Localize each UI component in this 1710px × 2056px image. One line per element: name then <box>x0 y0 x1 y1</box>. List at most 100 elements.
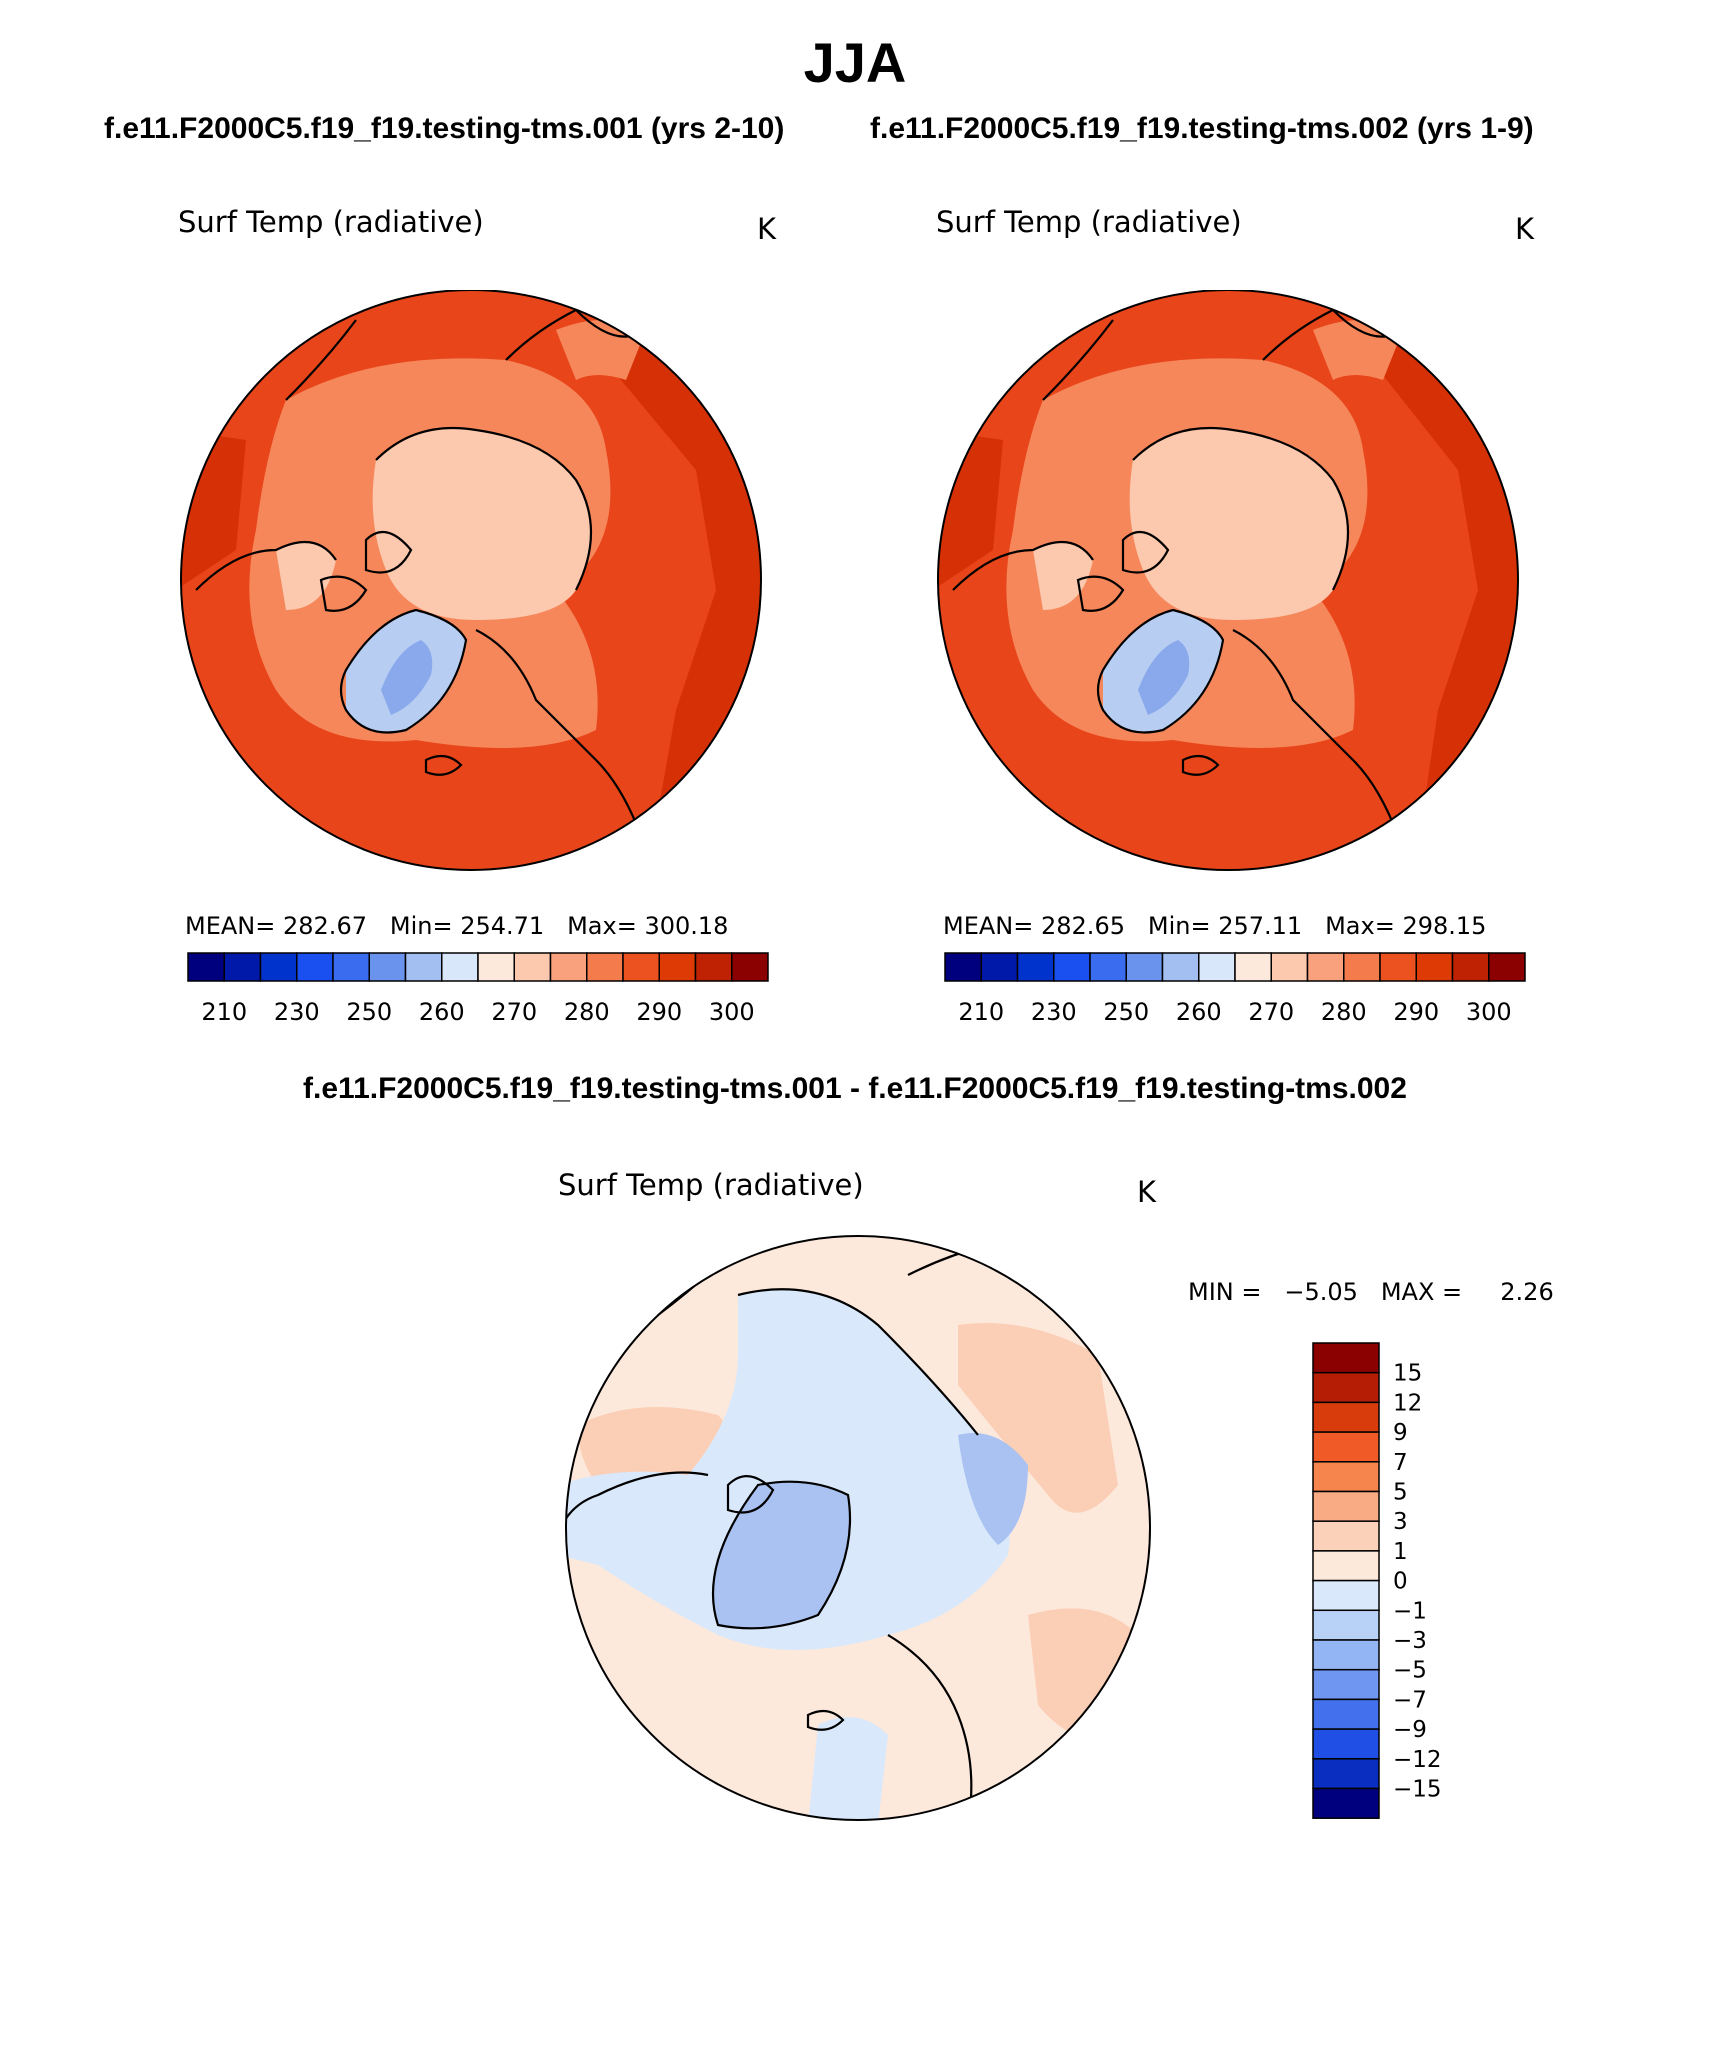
colorbar-tick-label: 250 <box>346 998 392 1026</box>
colorbar-tick-label: 12 <box>1393 1390 1422 1416</box>
colorbar-box <box>1312 1401 1380 1433</box>
colorbar-box <box>1161 952 1200 982</box>
colorbar-box <box>1312 1490 1380 1522</box>
colorbar-labels: 15 12 9 7 5 3 1 0 −1 −3 −5 −7 −9 −12 −15 <box>1393 1361 1442 1803</box>
colorbar-tick-label: 3 <box>1393 1509 1408 1535</box>
units-label-diff: K <box>1137 1175 1157 1209</box>
warm-anomaly-ne <box>958 1323 1118 1513</box>
units-label-left: K <box>757 212 777 246</box>
colorbar-box <box>944 952 982 982</box>
colorbar-tick-label: 270 <box>1248 998 1294 1026</box>
colorbar-tick-label: 5 <box>1393 1480 1408 1506</box>
colorbar-box <box>1488 952 1526 982</box>
colorbar-tick-label: 9 <box>1393 1420 1408 1446</box>
colorbar-box <box>1016 952 1055 982</box>
arctic-field <box>372 428 591 620</box>
colorbar-tick-label: 290 <box>636 998 682 1026</box>
map-boundary <box>937 290 1519 871</box>
colorbar-box <box>980 952 1019 982</box>
colorbar-tick-label: 210 <box>958 998 1004 1026</box>
colorbar-tick-label: −3 <box>1393 1628 1427 1654</box>
land-mid-ne <box>556 320 646 380</box>
colorbar-box <box>259 952 298 982</box>
diff-min-value: −5.05 <box>1284 1278 1358 1306</box>
colorbar-box <box>1312 1550 1380 1582</box>
arctic-field <box>1129 428 1348 620</box>
colorbar-box <box>1270 952 1309 982</box>
diff-minmax: MIN = −5.05 MAX = 2.26 <box>1188 1278 1554 1306</box>
colorbar-box <box>1312 1579 1380 1612</box>
colorbar-box <box>658 952 697 982</box>
colorbar-tick-label: 280 <box>1321 998 1367 1026</box>
colorbar-box <box>1312 1787 1380 1819</box>
diff-min-label: MIN = <box>1188 1278 1262 1306</box>
colorbar-box <box>404 952 443 982</box>
cool-field <box>566 1289 1010 1650</box>
colorbar-box <box>1312 1371 1380 1404</box>
colorbar-box <box>1312 1639 1380 1671</box>
greenland-core <box>1138 640 1190 715</box>
colorbar-box <box>441 952 479 982</box>
polar-map-left <box>180 290 762 871</box>
difference-title: f.e11.F2000C5.f19_f19.testing-tms.001 - … <box>303 1072 1407 1105</box>
max-label: Max= <box>1325 912 1395 940</box>
colorbar-tick-label: 300 <box>1466 998 1512 1026</box>
colorbar-box <box>586 952 624 982</box>
colorbar-tick-label: 260 <box>1176 998 1222 1026</box>
colorbar-left: 210 230 250 260 270 280 290 300 <box>187 952 769 1026</box>
colorbar-box <box>1053 952 1091 982</box>
run-title-left: f.e11.F2000C5.f19_f19.testing-tms.001 (y… <box>104 112 785 145</box>
colorbar-tick-label: 300 <box>709 998 755 1026</box>
colorbar-boxes <box>1312 1342 1380 1819</box>
variable-label-left: Surf Temp (radiative) <box>178 205 484 239</box>
colorbar-labels: 210 230 250 260 270 280 290 300 <box>958 998 1511 1026</box>
colorbar-box <box>1306 952 1345 982</box>
colorbar-box <box>1343 952 1381 982</box>
colorbar-box <box>1312 1520 1380 1552</box>
min-label: Min= <box>389 912 453 940</box>
units-label-right: K <box>1515 212 1535 246</box>
mean-label: MEAN= <box>943 912 1034 940</box>
colorbar-tick-label: 1 <box>1393 1539 1408 1565</box>
colorbar-tick-label: −7 <box>1393 1687 1427 1713</box>
colorbar-labels: 210 230 250 260 270 280 290 300 <box>201 998 754 1026</box>
colorbar-box <box>1125 952 1164 982</box>
colorbar-tick-label: 270 <box>491 998 537 1026</box>
arctic-field-canada <box>1033 542 1093 610</box>
colorbar-box <box>549 952 588 982</box>
colorbar-tick-label: −15 <box>1393 1777 1442 1803</box>
colorbar-tick-label: 210 <box>201 998 247 1026</box>
colorbar-box <box>1312 1698 1380 1730</box>
cool-anomaly-siberia <box>958 1433 1028 1545</box>
colorbar-box <box>1312 1758 1380 1790</box>
mean-value: 282.65 <box>1041 912 1125 940</box>
colorbar-boxes <box>944 952 1526 982</box>
colorbar-right: 210 230 250 260 270 280 290 300 <box>944 952 1526 1026</box>
run-title-right: f.e11.F2000C5.f19_f19.testing-tms.002 (y… <box>870 112 1534 145</box>
polar-map-right <box>937 290 1519 871</box>
colorbar-tick-label: −9 <box>1393 1717 1427 1743</box>
colorbar-box <box>187 952 225 982</box>
colorbar-box <box>1415 952 1454 982</box>
colorbar-box <box>1312 1668 1380 1701</box>
colorbar-tick-label: 15 <box>1393 1361 1422 1387</box>
colorbar-tick-label: −12 <box>1393 1747 1442 1773</box>
colorbar-box <box>731 952 769 982</box>
colorbar-difference: 15 12 9 7 5 3 1 0 −1 −3 −5 −7 −9 −12 −15 <box>1312 1342 1442 1819</box>
colorbar-tick-label: 230 <box>274 998 320 1026</box>
colorbar-box <box>1089 952 1127 982</box>
min-value: 257.11 <box>1218 912 1303 940</box>
colorbar-box <box>368 952 407 982</box>
colorbar-box <box>332 952 370 982</box>
max-value: 300.18 <box>644 912 729 940</box>
cool-field-europe <box>808 1717 888 1820</box>
colorbar-box <box>1312 1609 1380 1641</box>
colorbar-box <box>1312 1728 1380 1760</box>
cool-anomaly-greenland <box>713 1481 850 1629</box>
diff-max-label: MAX = <box>1380 1278 1463 1306</box>
colorbar-box <box>1312 1461 1380 1493</box>
colorbar-tick-label: 7 <box>1393 1450 1408 1476</box>
colorbar-boxes <box>187 952 769 982</box>
stats-right: MEAN= 282.65 Min= 257.11 Max= 298.15 <box>943 912 1486 940</box>
colorbar-tick-label: 230 <box>1031 998 1077 1026</box>
